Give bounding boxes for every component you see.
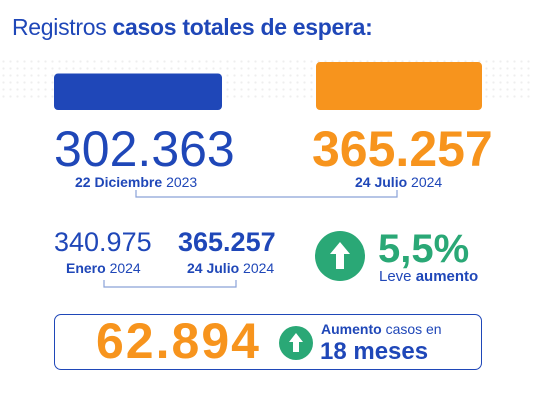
value-dec-2023: 302.363 <box>54 121 235 177</box>
date-jul-2024-bold: 24 Julio <box>355 174 408 190</box>
change-label-bold: aumento <box>415 268 479 285</box>
value-jul-2024-mid: 365.257 <box>178 227 276 257</box>
summary-box <box>54 314 482 370</box>
arrow-up-circle-icon <box>315 231 365 281</box>
summary-label: Aumento casos en <box>321 321 442 337</box>
title-bold: casos totales de espera: <box>112 14 373 40</box>
summary-value: 62.894 <box>96 313 261 369</box>
connector-middle <box>103 280 237 288</box>
date-jan-2024-year: 2024 <box>109 260 141 276</box>
title-regular: Registros <box>12 14 107 40</box>
date-jul-2024: 24 Julio 2024 <box>355 174 442 190</box>
value-jul-2024: 365.257 <box>312 121 493 177</box>
summary-label-regular: casos en <box>385 321 442 337</box>
bar-dec-2023 <box>54 73 222 110</box>
date-jul-2024-mid: 24 Julio 2024 <box>187 260 274 276</box>
connector-top <box>135 190 398 198</box>
page-title: Registros casos totales de espera: <box>12 14 373 41</box>
date-jan-2024: Enero 2024 <box>66 260 141 276</box>
date-jul-2024-year: 2024 <box>411 174 443 190</box>
bar-jul-2024 <box>316 62 482 110</box>
summary-label-bold: Aumento <box>321 321 382 337</box>
summary-period: 18 meses <box>320 338 429 365</box>
date-dec-2023-year: 2023 <box>166 174 198 190</box>
value-jan-2024: 340.975 <box>54 227 152 257</box>
bar-chart <box>54 62 482 110</box>
date-dec-2023: 22 Diciembre 2023 <box>75 174 197 190</box>
percent-change: 5,5% <box>378 227 470 271</box>
change-label: Leve aumento <box>379 268 478 285</box>
arrow-up-circle-icon <box>279 326 313 360</box>
date-jul-2024-mid-bold: 24 Julio <box>187 260 240 276</box>
change-label-regular: Leve <box>379 268 412 285</box>
date-jul-2024-mid-year: 2024 <box>243 260 275 276</box>
date-jan-2024-bold: Enero <box>66 260 106 276</box>
date-dec-2023-bold: 22 Diciembre <box>75 174 163 190</box>
